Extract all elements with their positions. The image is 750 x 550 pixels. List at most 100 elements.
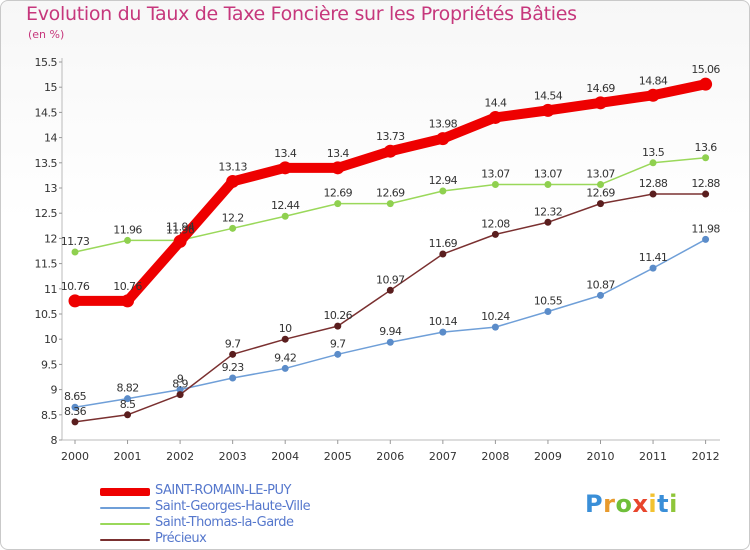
data-point xyxy=(649,264,657,272)
data-label: 13.07 xyxy=(534,167,563,180)
data-label: 13.4 xyxy=(274,147,297,160)
x-tick-label: 2000 xyxy=(61,450,89,463)
y-tick-label: 8 xyxy=(51,434,58,447)
x-tick-label: 2010 xyxy=(587,450,615,463)
data-label: 12.88 xyxy=(639,177,668,190)
data-label: 9.7 xyxy=(330,337,346,350)
data-point xyxy=(649,159,657,167)
data-label: 12.08 xyxy=(481,217,510,230)
data-label: 14.69 xyxy=(586,82,615,95)
y-tick-label: 11 xyxy=(44,283,57,296)
y-tick-label: 11.5 xyxy=(35,258,58,271)
data-label: 9 xyxy=(177,373,184,386)
data-label: 14.4 xyxy=(484,96,507,109)
data-label: 11.73 xyxy=(61,235,90,248)
data-point xyxy=(176,386,184,394)
data-point xyxy=(702,235,710,243)
x-tick-label: 2012 xyxy=(692,450,720,463)
data-point xyxy=(281,364,289,372)
data-point xyxy=(68,294,82,308)
data-label: 14.54 xyxy=(534,89,563,102)
data-point xyxy=(597,180,604,188)
data-point xyxy=(121,294,135,308)
data-point xyxy=(439,328,447,336)
legend-swatch xyxy=(100,539,150,541)
legend-label: Saint-Thomas-la-Garde xyxy=(155,515,294,530)
data-label: 8.36 xyxy=(64,405,87,418)
data-point xyxy=(386,286,394,294)
data-label: 10.14 xyxy=(429,315,458,328)
data-point xyxy=(544,180,552,188)
y-tick-label: 14 xyxy=(44,132,57,145)
data-point xyxy=(331,161,345,175)
data-label: 13.4 xyxy=(327,147,350,160)
data-label: 9.94 xyxy=(379,325,402,338)
data-label: 13.6 xyxy=(695,141,718,154)
data-label: 10.26 xyxy=(324,309,353,322)
data-point xyxy=(173,234,187,248)
y-tick-label: 12 xyxy=(44,232,57,245)
data-point xyxy=(491,180,499,188)
data-point xyxy=(334,200,342,208)
logo-letter: o xyxy=(615,490,633,518)
x-tick-label: 2007 xyxy=(429,450,457,463)
data-point xyxy=(491,323,499,331)
data-point xyxy=(544,307,552,315)
y-tick-label: 10 xyxy=(44,333,57,346)
data-point xyxy=(124,395,132,403)
y-tick-label: 14.5 xyxy=(35,106,58,119)
y-tick-label: 15 xyxy=(44,81,57,94)
data-label: 10.55 xyxy=(534,294,563,307)
data-point xyxy=(176,391,184,399)
y-tick-label: 9 xyxy=(51,384,58,397)
x-tick-label: 2002 xyxy=(166,450,194,463)
legend-label: SAINT-ROMAIN-LE-PUY xyxy=(155,483,291,498)
x-tick-label: 2011 xyxy=(639,450,667,463)
x-tick-label: 2005 xyxy=(324,450,352,463)
data-point xyxy=(281,212,289,220)
data-point xyxy=(439,187,447,195)
data-label: 12.88 xyxy=(691,177,720,190)
x-tick-label: 2003 xyxy=(219,450,247,463)
data-point xyxy=(597,200,604,208)
data-label: 10.97 xyxy=(376,273,405,286)
chart-subtitle: (en %) xyxy=(28,28,65,41)
data-point xyxy=(334,350,342,358)
logo-letter: P xyxy=(585,490,604,518)
data-label: 9.7 xyxy=(225,337,241,350)
y-tick-label: 8.5 xyxy=(41,409,57,422)
data-label: 12.69 xyxy=(376,187,405,200)
data-point xyxy=(281,335,289,343)
data-point xyxy=(229,374,237,382)
data-label: 12.94 xyxy=(429,174,458,187)
y-tick-label: 12.5 xyxy=(35,207,58,220)
data-label: 10.76 xyxy=(61,280,90,293)
data-label: 8.82 xyxy=(117,382,139,395)
proxiti-logo: Proxiti xyxy=(585,490,678,518)
data-point xyxy=(649,190,657,198)
logo-letter: i xyxy=(648,490,658,518)
line-chart: 8 8.5 9 9.5 10 10.5 11 11.5 12 12.5 13 13.5 14 14.5 15… xyxy=(35,56,722,463)
data-label: 12.44 xyxy=(271,199,300,212)
y-tick-label: 10.5 xyxy=(35,308,58,321)
data-label: 9.23 xyxy=(222,361,245,374)
legend-label: Précieux xyxy=(155,531,207,546)
x-tick-label: 2001 xyxy=(114,450,142,463)
logo-letter: i xyxy=(669,490,678,518)
data-label: 13.13 xyxy=(218,160,247,173)
data-point xyxy=(439,250,447,258)
data-point xyxy=(71,403,79,411)
data-label: 13.07 xyxy=(586,167,615,180)
x-tick-label: 2004 xyxy=(271,450,299,463)
data-label: 11.69 xyxy=(429,237,458,250)
data-label: 11.96 xyxy=(113,223,142,236)
data-point xyxy=(541,103,555,117)
data-label: 8.65 xyxy=(64,390,87,403)
data-point xyxy=(71,418,79,426)
data-point xyxy=(702,190,710,198)
data-point xyxy=(597,291,604,299)
data-point xyxy=(383,144,397,158)
chart-title: Evolution du Taux de Taxe Foncière sur l… xyxy=(26,3,577,25)
y-tick-label: 15.5 xyxy=(35,56,58,69)
data-label: 12.32 xyxy=(534,205,563,218)
